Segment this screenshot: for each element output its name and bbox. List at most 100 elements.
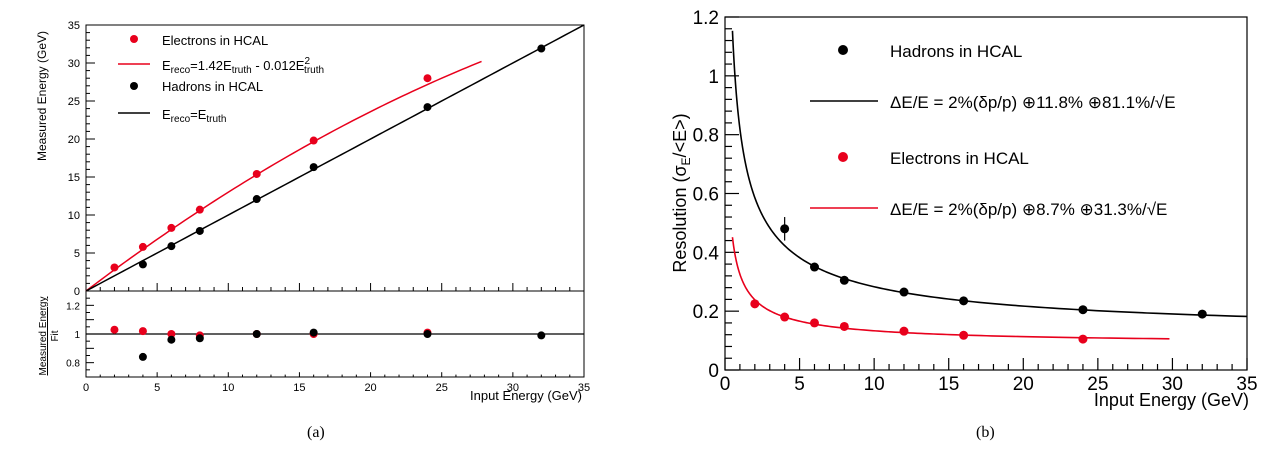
chart-a-ticks [85,24,585,378]
legend-b-hadrons-label: Hadrons in HCAL [890,42,1022,61]
point-hadrons [959,296,969,306]
x-tick-label: 10 [864,374,885,395]
fit-line-electrons_fit [85,60,482,292]
chart-b-legend: Hadrons in HCAL ΔE/E = 2%(δp/p) ⊕11.8% ⊕… [810,42,1176,219]
x-tick-label: 25 [1087,374,1108,395]
x-tick-label: 15 [293,382,305,394]
chart-a-y-tick-labels: 5 10 15 20 25 30 35 0 [68,20,80,298]
fit-curve-electrons_fit [731,237,1170,340]
chart-a-xlabel: Input Energy (GeV) [470,388,582,403]
point-electrons [423,74,432,83]
point-electrons [195,205,204,214]
chart-a: 0 5 10 15 20 25 30 35 5 10 15 20 25 30 35 0 0.8 1 1.2 Me… [35,20,590,403]
ratio-point-hadrons [423,330,432,338]
point-hadrons [167,242,176,251]
chart-a-points [110,44,546,272]
x-tick-label: 5 [794,374,805,395]
chart-a-fit-lines [85,24,585,292]
chart-b-fit-curves [731,30,1248,340]
chart-a-ratio-ylabel-bottom: Fit [50,330,61,341]
point-electrons [309,136,318,145]
chart-a-ratio-points [86,325,584,361]
point-hadrons [423,103,432,112]
ratio-point-hadrons [537,331,546,340]
chart-a-x-tick-labels: 0 5 10 15 20 25 30 35 [83,382,590,394]
point-electrons [110,263,119,272]
ratio-point-hadrons [167,335,176,344]
y-tick-label: 10 [68,210,80,222]
fit-line-hadrons_fit [85,24,585,292]
point-hadrons [309,163,318,172]
ratio-point-hadrons [309,328,318,337]
fit-curve-hadrons_fit [731,30,1248,318]
legend-b-hadrons-fit-label: ΔE/E = 2%(δp/p) ⊕11.8% ⊕81.1%/√E [890,93,1176,112]
chart-a-legend: Electrons in HCAL Ereco=1.42Etruth - 0.0… [118,33,324,125]
point-hadrons [537,44,546,53]
y-tick-label: 0.8 [693,126,719,147]
y-tick-label: 0.6 [693,185,719,206]
ratio-point-hadrons [195,334,204,343]
ratio-y-tick-label: 1.2 [66,301,80,312]
x-tick-label: 35 [1236,374,1257,395]
chart-b-points [750,217,1207,344]
y-tick-label: 25 [68,96,80,108]
point-electrons [839,321,849,331]
legend-hadrons-marker [130,82,138,90]
y-tick-label: 0 [708,361,719,382]
x-tick-label: 0 [720,374,731,395]
chart-b-ticks [724,16,1248,371]
point-electrons [138,242,147,251]
y-tick-label: 1.2 [693,8,719,29]
ratio-point-electrons [138,327,147,336]
chart-b: 0 5 10 15 20 25 30 35 0 0.2 0.4 0.6 0.8 1 1.2 Resolut… [670,8,1258,410]
point-hadrons [195,226,204,235]
point-electrons [780,312,790,322]
ratio-y-tick-label: 0.8 [66,359,80,370]
x-tick-label: 30 [507,382,519,394]
x-tick-label: 10 [222,382,234,394]
point-hadrons [252,195,261,204]
point-electrons [167,223,176,232]
legend-b-electrons-label: Electrons in HCAL [890,149,1029,168]
chart-b-ylabel: Resolution (σE/<E>) [670,113,693,272]
x-tick-label: 25 [436,382,448,394]
point-electrons [899,326,909,336]
y-tick-label: 0 [74,286,80,298]
point-electrons [959,330,969,340]
x-tick-label: 15 [938,374,959,395]
y-tick-label: 5 [74,248,80,260]
x-tick-label: 30 [1162,374,1183,395]
chart-a-ylabel: Measured Energy (GeV) [35,31,49,161]
legend-hadrons-label: Hadrons in HCAL [162,79,263,94]
x-tick-label: 5 [154,382,160,394]
point-hadrons [839,275,849,285]
point-hadrons [1078,305,1088,315]
point-hadrons [138,260,147,269]
legend-electrons-marker [130,35,138,43]
x-tick-label: 0 [83,382,89,394]
point-hadrons [1197,309,1207,319]
legend-electrons-fit-label: Ereco=1.42Etruth - 0.012E2 truth [162,56,324,76]
legend-b-electrons-marker [838,152,848,162]
x-tick-label: 20 [1013,374,1034,395]
caption-a: (a) [307,424,325,441]
legend-b-electrons-fit-label: ΔE/E = 2%(δp/p) ⊕8.7% ⊕31.3%/√E [890,200,1167,219]
point-hadrons [780,224,790,234]
chart-a-ratio-y-tick-labels: 0.8 1 1.2 [66,301,80,369]
point-hadrons [809,262,819,272]
chart-a-ratio-ylabel-top: Measured Energy [38,297,49,376]
legend-b-hadrons-marker [838,45,848,55]
y-tick-label: 0.2 [693,302,719,323]
x-tick-label: 35 [578,382,590,394]
chart-b-x-tick-labels: 0 5 10 15 20 25 30 35 [720,374,1258,395]
ratio-point-hadrons [252,330,261,338]
caption-b: (b) [976,424,995,441]
ratio-y-tick-label: 1 [74,330,80,341]
y-tick-label: 1 [708,67,719,88]
y-tick-label: 30 [68,58,80,70]
y-tick-label: 15 [68,172,80,184]
y-tick-label: 35 [68,20,80,32]
ratio-point-electrons [110,325,119,334]
chart-b-frame [724,16,1248,371]
